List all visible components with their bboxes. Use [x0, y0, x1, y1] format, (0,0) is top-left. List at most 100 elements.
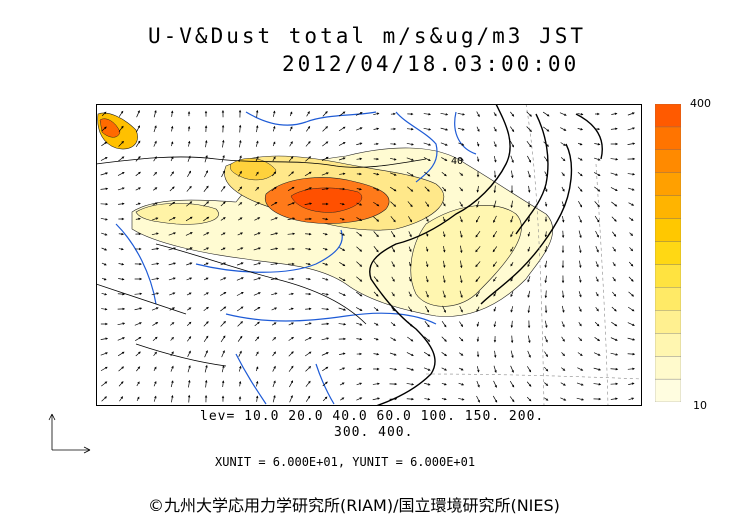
wind-vector — [440, 127, 448, 131]
wind-vector — [187, 351, 191, 357]
wind-vector — [321, 156, 329, 162]
wind-vector-head — [510, 234, 513, 238]
wind-vector-head — [564, 113, 567, 116]
wind-vector-head — [104, 248, 108, 251]
wind-vector — [168, 277, 176, 281]
wind-vector-head — [189, 247, 193, 250]
wind-vector-head — [308, 156, 312, 159]
wind-vector-head — [139, 262, 142, 266]
wind-vector — [289, 380, 293, 388]
wind-vector-head — [189, 216, 193, 220]
wind-vector-head — [154, 125, 157, 129]
wind-vector — [238, 186, 242, 192]
wind-vector — [305, 156, 311, 162]
wind-vector-head — [291, 292, 294, 296]
wind-vector-head — [581, 398, 585, 401]
wind-vector-head — [460, 265, 463, 269]
wind-vector-head — [579, 338, 583, 342]
wind-vector — [356, 202, 362, 206]
wind-vector-head — [103, 111, 107, 115]
wind-vector-head — [580, 173, 583, 177]
wind-vector — [185, 247, 193, 251]
wind-vector — [187, 156, 191, 162]
wind-vector — [492, 395, 498, 403]
wind-vector — [391, 261, 395, 267]
wind-vector-head — [205, 277, 209, 280]
wind-vector-head — [105, 218, 108, 221]
wind-vector-head — [155, 307, 159, 310]
wind-vector — [118, 381, 124, 387]
wind-vector-head — [122, 337, 125, 340]
wind-vector-head — [443, 295, 446, 299]
wind-vector — [610, 187, 618, 191]
wind-vector-head — [139, 292, 143, 296]
wind-vector-head — [255, 109, 259, 113]
wind-vector — [544, 260, 548, 268]
wind-vector-head — [426, 204, 430, 208]
wind-vector — [322, 396, 328, 402]
wind-vector — [153, 110, 157, 118]
wind-vector — [527, 350, 531, 358]
wind-vector-head — [359, 337, 363, 341]
wind-vector — [628, 291, 634, 297]
wind-vector-head — [172, 292, 176, 295]
wind-vector-head — [171, 365, 174, 369]
wind-vector-head — [411, 143, 414, 146]
wind-vector — [186, 201, 192, 207]
wind-vector-head — [240, 232, 244, 235]
wind-vector — [494, 350, 496, 358]
wind-vector-head — [122, 292, 125, 296]
wind-vector — [135, 351, 141, 357]
wind-vector — [186, 277, 192, 281]
wind-vector-head — [170, 141, 174, 144]
colorbar — [655, 104, 681, 402]
wind-vector-head — [308, 307, 312, 311]
wind-vector — [459, 290, 463, 298]
wind-vector-head — [206, 247, 210, 250]
wind-vector — [425, 305, 429, 313]
wind-vector-head — [426, 219, 429, 222]
wind-vector-head — [308, 140, 311, 144]
wind-vector-head — [238, 380, 242, 384]
wind-vector — [627, 112, 635, 116]
wind-vector — [339, 367, 345, 371]
wind-vector — [476, 126, 480, 132]
wind-vector — [152, 336, 158, 342]
wind-vector — [527, 170, 531, 178]
wind-vector — [100, 172, 108, 176]
wind-vector-head — [188, 365, 191, 368]
wind-vector — [527, 261, 531, 267]
wind-vector-head — [308, 247, 312, 251]
wind-vector — [152, 202, 158, 206]
wind-vector-head — [241, 292, 244, 295]
wind-vector — [100, 157, 108, 161]
wind-vector-head — [239, 186, 243, 190]
wind-vector — [339, 353, 345, 355]
wind-vector-head — [188, 307, 192, 310]
wind-vector-head — [325, 381, 328, 385]
wind-vector-head — [393, 204, 397, 207]
wind-vector — [594, 215, 600, 223]
wind-vector — [321, 337, 329, 341]
wind-vector — [476, 291, 480, 297]
wind-vector — [373, 246, 379, 252]
wind-vector — [579, 260, 581, 268]
colorbar-min-label: 10 — [693, 399, 707, 412]
wind-vector — [270, 248, 278, 250]
wind-vector-head — [324, 396, 328, 400]
wind-vector — [305, 396, 311, 402]
wind-vector-head — [308, 171, 312, 175]
colorbar-max-label: 400 — [690, 97, 711, 110]
wind-vector-head — [527, 233, 531, 237]
wind-vector — [494, 185, 496, 193]
wind-vector-head — [291, 277, 295, 281]
wind-vector — [272, 380, 276, 388]
wind-vector-head — [291, 365, 294, 369]
wind-vector — [528, 185, 530, 193]
wind-vector — [442, 231, 446, 237]
wind-vector-head — [494, 159, 497, 163]
wind-vector — [321, 292, 329, 296]
wind-vector — [443, 260, 445, 268]
wind-vector — [595, 261, 599, 267]
wind-vector-head — [492, 249, 496, 253]
